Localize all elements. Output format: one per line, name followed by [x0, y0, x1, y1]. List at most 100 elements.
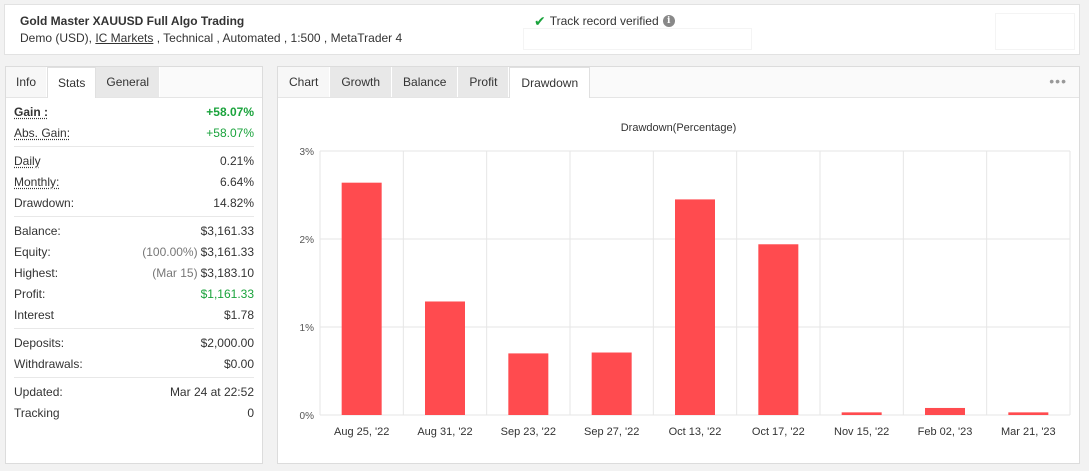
tab-general[interactable]: General [96, 67, 161, 97]
tab-info[interactable]: Info [6, 67, 48, 97]
verified-badge: ✔ Track record verified i [534, 14, 675, 28]
bar [425, 301, 465, 415]
equity-value: $3,161.33 [200, 244, 254, 259]
tracking-row: Tracking 0 [14, 402, 254, 423]
gain-label[interactable]: Gain : [14, 104, 49, 119]
x-tick-label: Nov 15, '22 [834, 426, 889, 438]
y-tick-label: 2% [300, 235, 315, 246]
highest-note: (Mar 15) [152, 265, 198, 280]
withdrawals-value: $0.00 [223, 356, 254, 371]
drawdown-chart: 0% 1% 2% 3% Aug 25, '22 Aug 31, '22 Sep 23, '2… [300, 147, 1071, 438]
bar [591, 352, 632, 415]
tab-balance[interactable]: Balance [392, 67, 459, 97]
x-tick-label: Oct 17, '22 [752, 426, 805, 438]
more-dots-icon[interactable]: ••• [1049, 73, 1067, 89]
abs-gain-value: +58.07% [206, 125, 254, 140]
tracking-label: Tracking [14, 405, 60, 420]
highest-value: $3,183.10 [200, 265, 254, 280]
stats-panel: Info Stats General Gain : +58.07% Abs. G… [5, 66, 263, 464]
withdrawals-label: Withdrawals: [14, 356, 83, 371]
profit-value: $1,161.33 [200, 286, 254, 301]
x-tick-label: Sep 27, '22 [584, 426, 639, 438]
equity-row: Equity: (100.00%) $3,161.33 [14, 241, 254, 262]
verified-label: Track record verified [549, 14, 659, 28]
y-tick-label: 0% [300, 411, 315, 422]
bar [675, 199, 715, 415]
chart-tabs: Chart Growth Balance Profit Drawdown [278, 67, 1079, 98]
equity-value-wrap: (100.00%) $3,161.33 [142, 245, 254, 259]
daily-value: 0.21% [219, 153, 254, 168]
highest-value-wrap: (Mar 15) $3,183.10 [152, 266, 254, 280]
bar [758, 244, 799, 415]
subtitle-suffix: , Technical , Automated , 1:500 , MetaTr… [153, 31, 403, 45]
x-tick-label: Aug 25, '22 [334, 426, 389, 438]
drawdown-row: Drawdown: 14.82% [14, 192, 254, 213]
balance-row: Balance: $3,161.33 [14, 220, 254, 241]
stats-tabs: Info Stats General [6, 67, 262, 98]
monthly-row: Monthly: 6.64% [14, 171, 254, 192]
updated-label: Updated: [14, 384, 63, 399]
bar [341, 182, 382, 415]
profit-row: Profit: $1,161.33 [14, 283, 254, 304]
monthly-label[interactable]: Monthly: [14, 174, 60, 189]
account-header: Gold Master XAUUSD Full Algo Trading Dem… [4, 4, 1080, 55]
tab-growth[interactable]: Growth [330, 67, 393, 97]
bar [1008, 412, 1049, 415]
abs-gain-row: Abs. Gain: +58.07% [14, 122, 254, 143]
deposits-value: $2,000.00 [200, 335, 254, 350]
drawdown-value: 14.82% [213, 195, 254, 210]
subtitle-prefix: Demo (USD), [20, 31, 96, 45]
tracking-value: 0 [247, 405, 254, 420]
interest-row: Interest $1.78 [14, 304, 254, 325]
bar [925, 407, 965, 415]
balance-label: Balance: [14, 223, 61, 238]
deposits-group: Deposits: $2,000.00 Withdrawals: $0.00 [14, 329, 254, 378]
broker-link[interactable]: IC Markets [95, 31, 154, 45]
interest-label: Interest [14, 307, 55, 322]
bar [841, 412, 882, 415]
y-tick-label: 3% [300, 147, 315, 158]
tab-chart[interactable]: Chart [278, 67, 331, 97]
account-subtitle: Demo (USD), IC Markets , Technical , Aut… [20, 31, 402, 45]
profit-label: Profit: [14, 286, 46, 301]
tab-stats[interactable]: Stats [47, 67, 97, 98]
updated-row: Updated: Mar 24 at 22:52 [14, 381, 254, 402]
x-tick-label: Aug 31, '22 [417, 426, 472, 438]
abs-gain-label[interactable]: Abs. Gain: [14, 125, 71, 140]
chart-panel: Chart Growth Balance Profit Drawdown •••… [277, 66, 1080, 464]
equity-label: Equity: [14, 244, 51, 259]
daily-row: Daily 0.21% [14, 150, 254, 171]
rates-group: Daily 0.21% Monthly: 6.64% Drawdown: 14.… [14, 147, 254, 217]
x-tick-label: Sep 23, '22 [501, 426, 556, 438]
gain-group: Gain : +58.07% Abs. Gain: +58.07% [14, 98, 254, 147]
gain-value: +58.07% [206, 104, 254, 119]
x-tick-label: Mar 21, '23 [1001, 426, 1056, 438]
deposits-label: Deposits: [14, 335, 65, 350]
x-tick-label: Feb 02, '23 [918, 426, 973, 438]
tab-drawdown[interactable]: Drawdown [509, 67, 591, 98]
equity-note: (100.00%) [142, 244, 198, 259]
tab-profit[interactable]: Profit [458, 67, 510, 97]
header-blank-box [995, 13, 1075, 50]
bar [508, 353, 549, 415]
stats-list: Gain : +58.07% Abs. Gain: +58.07% Daily … [6, 98, 262, 426]
deposits-row: Deposits: $2,000.00 [14, 332, 254, 353]
account-title: Gold Master XAUUSD Full Algo Trading [20, 14, 245, 28]
interest-value: $1.78 [223, 307, 254, 322]
drawdown-label: Drawdown: [14, 195, 75, 210]
info-icon[interactable]: i [662, 15, 675, 27]
updated-group: Updated: Mar 24 at 22:52 Tracking 0 [14, 378, 254, 426]
withdrawals-row: Withdrawals: $0.00 [14, 353, 254, 374]
y-tick-label: 1% [300, 323, 315, 334]
check-icon: ✔ [534, 13, 546, 29]
daily-label[interactable]: Daily [14, 153, 41, 168]
gain-row: Gain : +58.07% [14, 101, 254, 122]
balance-value: $3,161.33 [200, 223, 254, 238]
updated-value: Mar 24 at 22:52 [169, 384, 254, 399]
balance-group: Balance: $3,161.33 Equity: (100.00%) $3,1… [14, 217, 254, 329]
highest-label: Highest: [14, 265, 59, 280]
header-blank-area [523, 28, 752, 50]
monthly-value: 6.64% [219, 174, 254, 189]
chart-title: Drawdown(Percentage) [620, 122, 737, 134]
highest-row: Highest: (Mar 15) $3,183.10 [14, 262, 254, 283]
